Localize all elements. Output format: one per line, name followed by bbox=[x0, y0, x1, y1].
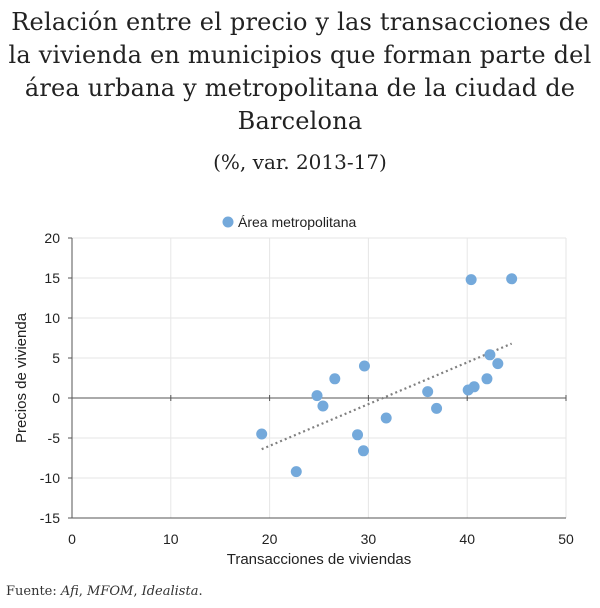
data-point bbox=[256, 428, 268, 440]
x-tick-label: 0 bbox=[68, 531, 76, 547]
grid-lines bbox=[71, 237, 567, 519]
trendline-layer bbox=[261, 342, 513, 451]
data-point bbox=[422, 386, 434, 398]
y-tick-label: 0 bbox=[52, 390, 60, 406]
source-mfom: MFOM bbox=[87, 584, 134, 599]
y-tick-label: -10 bbox=[40, 470, 60, 486]
data-point bbox=[352, 429, 364, 441]
chart-subtitle: (%, var. 2013-17) bbox=[213, 150, 387, 174]
data-point bbox=[329, 373, 341, 385]
data-point bbox=[380, 412, 392, 424]
legend-label: Área metropolitana bbox=[238, 214, 357, 230]
data-point bbox=[468, 381, 480, 393]
legend: Área metropolitana bbox=[222, 214, 357, 230]
x-tick-label: 10 bbox=[163, 531, 179, 547]
data-point bbox=[481, 373, 493, 385]
x-axis-label: Transacciones de viviendas bbox=[227, 551, 412, 568]
data-point bbox=[484, 349, 496, 361]
data-points bbox=[256, 273, 518, 478]
data-point bbox=[290, 466, 302, 478]
data-point bbox=[431, 402, 443, 414]
source-afi: Afi bbox=[60, 584, 79, 599]
x-tick-label: 20 bbox=[262, 531, 278, 547]
y-tick-label: 10 bbox=[44, 310, 60, 326]
data-point bbox=[317, 400, 329, 412]
source-idealista: Idealista bbox=[141, 584, 199, 599]
trendline bbox=[261, 342, 513, 451]
legend-marker bbox=[222, 216, 234, 228]
x-tick-label: 30 bbox=[361, 531, 377, 547]
source-label: Fuente: bbox=[6, 584, 57, 599]
source-note: Fuente: Afi, MFOM, Idealista. bbox=[6, 584, 203, 599]
y-tick-label: 15 bbox=[44, 270, 60, 286]
data-point bbox=[465, 274, 477, 286]
x-tick-label: 50 bbox=[558, 531, 574, 547]
y-tick-label: 20 bbox=[44, 230, 60, 246]
data-point bbox=[358, 360, 370, 372]
y-tick-label: -15 bbox=[40, 510, 60, 526]
chart-title: Relación entre el precio y las transacci… bbox=[8, 8, 592, 135]
y-tick-label: -5 bbox=[48, 430, 61, 446]
data-point bbox=[492, 358, 504, 370]
data-point bbox=[311, 390, 323, 402]
data-point bbox=[357, 445, 369, 457]
x-tick-label: 40 bbox=[459, 531, 475, 547]
y-axis-label: Precios de vivienda bbox=[13, 312, 30, 443]
y-tick-label: 5 bbox=[52, 350, 60, 366]
data-point bbox=[506, 273, 518, 285]
